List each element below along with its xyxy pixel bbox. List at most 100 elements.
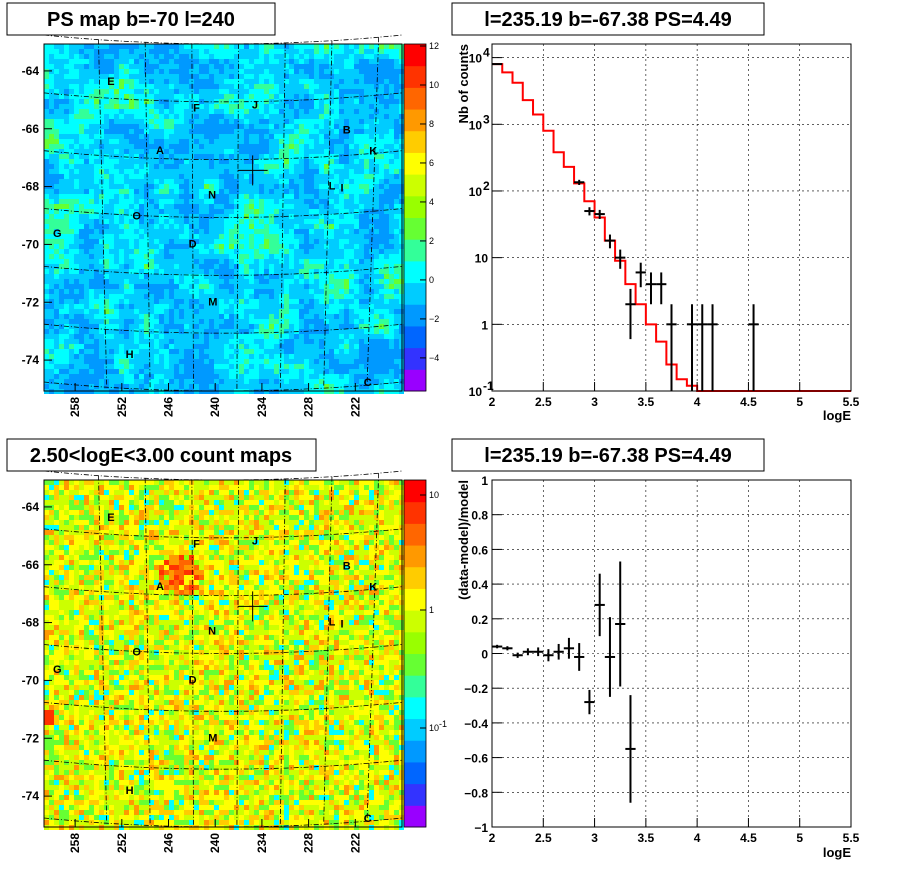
ps-map-cell — [334, 174, 339, 179]
ps-map-cell — [209, 374, 214, 379]
ps-map-cell — [189, 289, 194, 294]
ps-map-cell — [214, 234, 219, 239]
ps-map-cell — [214, 69, 219, 74]
ps-map-cell — [234, 209, 239, 214]
ps-map-cell — [114, 209, 119, 214]
ps-map-cell — [169, 59, 174, 64]
ps-map-cell — [164, 59, 169, 64]
ps-map-cell — [384, 274, 389, 279]
ps-map-cell — [209, 69, 214, 74]
ps-map-cell — [79, 259, 84, 264]
ps-map-cell — [229, 274, 234, 279]
ps-map-cell — [49, 304, 54, 309]
ps-map-cell — [139, 294, 144, 299]
ps-map-cell — [349, 204, 354, 209]
ps-map-cell — [84, 189, 89, 194]
ps-map-cell — [319, 134, 324, 139]
ps-map-cell — [84, 259, 89, 264]
ps-map-cell — [104, 129, 109, 134]
ps-map-cell — [229, 329, 234, 334]
ps-map-cell — [174, 384, 179, 389]
ps-map-cell — [114, 359, 119, 364]
ps-map-cell — [249, 324, 254, 329]
ps-map-cell — [179, 324, 184, 329]
ps-map-cell — [279, 269, 284, 274]
ps-map-cell — [249, 224, 254, 229]
ps-map-cell — [339, 204, 344, 209]
ps-map-cell — [99, 264, 104, 269]
ps-map-cell — [374, 149, 379, 154]
ps-map-cell — [134, 99, 139, 104]
ps-map-cell — [194, 314, 199, 319]
ps-map-cell — [89, 169, 94, 174]
ps-map-cell — [84, 114, 89, 119]
ps-map-cell — [279, 94, 284, 99]
ps-map-cell — [324, 359, 329, 364]
ps-map-cell — [389, 229, 394, 234]
ps-map-cell — [319, 334, 324, 339]
ps-map-cell — [174, 324, 179, 329]
ps-map-cell — [324, 99, 329, 104]
ps-map-cell — [239, 79, 244, 84]
ps-map-cell — [349, 209, 354, 214]
ps-map-cell — [369, 334, 374, 339]
ps-map-cell — [304, 189, 309, 194]
ps-map-cell — [129, 319, 134, 324]
ps-map-cell — [324, 49, 329, 54]
ps-map-cell — [324, 114, 329, 119]
ps-map-cell — [274, 319, 279, 324]
ps-map-cell — [284, 134, 289, 139]
ps-map-cell — [239, 69, 244, 74]
ps-map-cell — [259, 174, 264, 179]
ps-map-cell — [119, 244, 124, 249]
ps-map-cell — [364, 74, 369, 79]
ps-map-cell — [264, 249, 269, 254]
ps-map-cell — [239, 239, 244, 244]
ps-map-cell — [329, 284, 334, 289]
ps-map-cell — [264, 189, 269, 194]
ps-map-cell — [64, 249, 69, 254]
ps-map-cell — [244, 194, 249, 199]
ps-map-cell — [224, 134, 229, 139]
ps-map-cell — [169, 384, 174, 389]
ps-map-cell — [334, 254, 339, 259]
ps-map-cell — [64, 104, 69, 109]
ps-map-cell — [389, 369, 394, 374]
ps-map-cell — [114, 259, 119, 264]
ps-map-cell — [94, 229, 99, 234]
ps-map-cell — [199, 124, 204, 129]
ps-map-cell — [314, 314, 319, 319]
ps-map-cell — [324, 229, 329, 234]
ps-map-cell — [394, 269, 399, 274]
ps-map-cell — [204, 269, 209, 274]
ps-map-cell — [149, 109, 154, 114]
ps-map-cell — [344, 139, 349, 144]
ps-map-cell — [84, 244, 89, 249]
ps-map-cell — [269, 189, 274, 194]
ps-map-cell — [364, 94, 369, 99]
ps-map-cell — [124, 134, 129, 139]
ps-map-cell — [234, 219, 239, 224]
ps-map-cell — [54, 269, 59, 274]
ps-map-cell — [334, 334, 339, 339]
ps-map-cell — [219, 124, 224, 129]
ps-map-cell — [194, 319, 199, 324]
ps-map-cell — [104, 314, 109, 319]
ps-map-cell — [49, 44, 54, 49]
ps-map-cell — [139, 309, 144, 314]
ps-map-cell — [79, 314, 84, 319]
ps-map-cell — [314, 144, 319, 149]
ps-map-cell — [274, 199, 279, 204]
ps-map-cell — [44, 219, 49, 224]
ps-map-cell — [254, 329, 259, 334]
ps-map-cell — [144, 204, 149, 209]
ps-map-cell — [44, 379, 49, 384]
ps-map-cell — [124, 109, 129, 114]
ps-map-cell — [114, 59, 119, 64]
ps-map-cell — [209, 139, 214, 144]
ps-map-cell — [349, 124, 354, 129]
ps-map-cell — [59, 189, 64, 194]
ps-map-cell — [264, 139, 269, 144]
ps-map-cell — [109, 144, 114, 149]
ps-map-cell — [299, 339, 304, 344]
